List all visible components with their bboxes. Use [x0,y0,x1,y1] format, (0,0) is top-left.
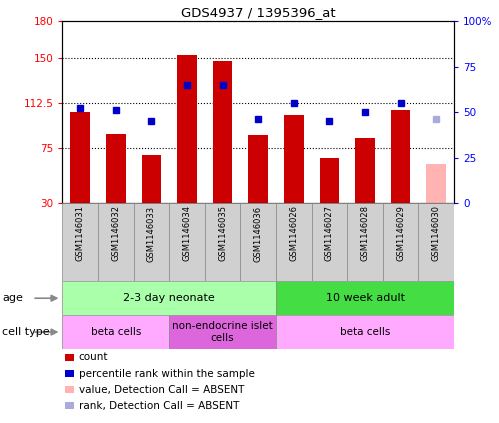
Text: rank, Detection Call = ABSENT: rank, Detection Call = ABSENT [79,401,239,411]
Bar [241,203,276,281]
Bar [62,203,98,281]
Bar [213,61,233,203]
Bar [205,203,241,281]
Text: GSM1146028: GSM1146028 [361,206,370,261]
Text: count: count [79,352,108,363]
Bar [106,134,126,203]
Text: age: age [2,293,23,303]
Bar [142,154,161,203]
Bar [312,203,347,281]
Bar [169,203,205,281]
Bar [169,315,276,349]
Bar [62,315,169,349]
Bar [276,315,454,349]
Text: GSM1146033: GSM1146033 [147,206,156,261]
Bar [391,110,411,203]
Text: GSM1146031: GSM1146031 [76,206,85,261]
Bar [134,203,169,281]
Text: GSM1146036: GSM1146036 [253,206,263,261]
Bar [347,203,383,281]
Bar [70,112,90,203]
Text: beta cells: beta cells [340,327,390,337]
Bar [62,281,276,315]
Bar [98,203,134,281]
Text: cell type: cell type [2,327,50,337]
Bar [320,158,339,203]
Text: 10 week adult: 10 week adult [325,293,405,303]
Text: non-endocrine islet
cells: non-endocrine islet cells [172,321,273,343]
Text: GSM1146029: GSM1146029 [396,206,405,261]
Text: GSM1146027: GSM1146027 [325,206,334,261]
Bar [177,55,197,203]
Text: GSM1146030: GSM1146030 [432,206,441,261]
Bar [355,137,375,203]
Bar [276,203,312,281]
Text: 2-3 day neonate: 2-3 day neonate [123,293,215,303]
Text: GSM1146026: GSM1146026 [289,206,298,261]
Bar [383,203,419,281]
Text: percentile rank within the sample: percentile rank within the sample [79,368,254,379]
Bar [249,135,268,203]
Text: GSM1146032: GSM1146032 [111,206,120,261]
Bar [427,164,446,203]
Text: GSM1146034: GSM1146034 [183,206,192,261]
Bar [419,203,454,281]
Title: GDS4937 / 1395396_at: GDS4937 / 1395396_at [181,5,335,19]
Text: GSM1146035: GSM1146035 [218,206,227,261]
Bar [284,115,303,203]
Text: beta cells: beta cells [91,327,141,337]
Text: value, Detection Call = ABSENT: value, Detection Call = ABSENT [79,385,244,395]
Bar [276,281,454,315]
